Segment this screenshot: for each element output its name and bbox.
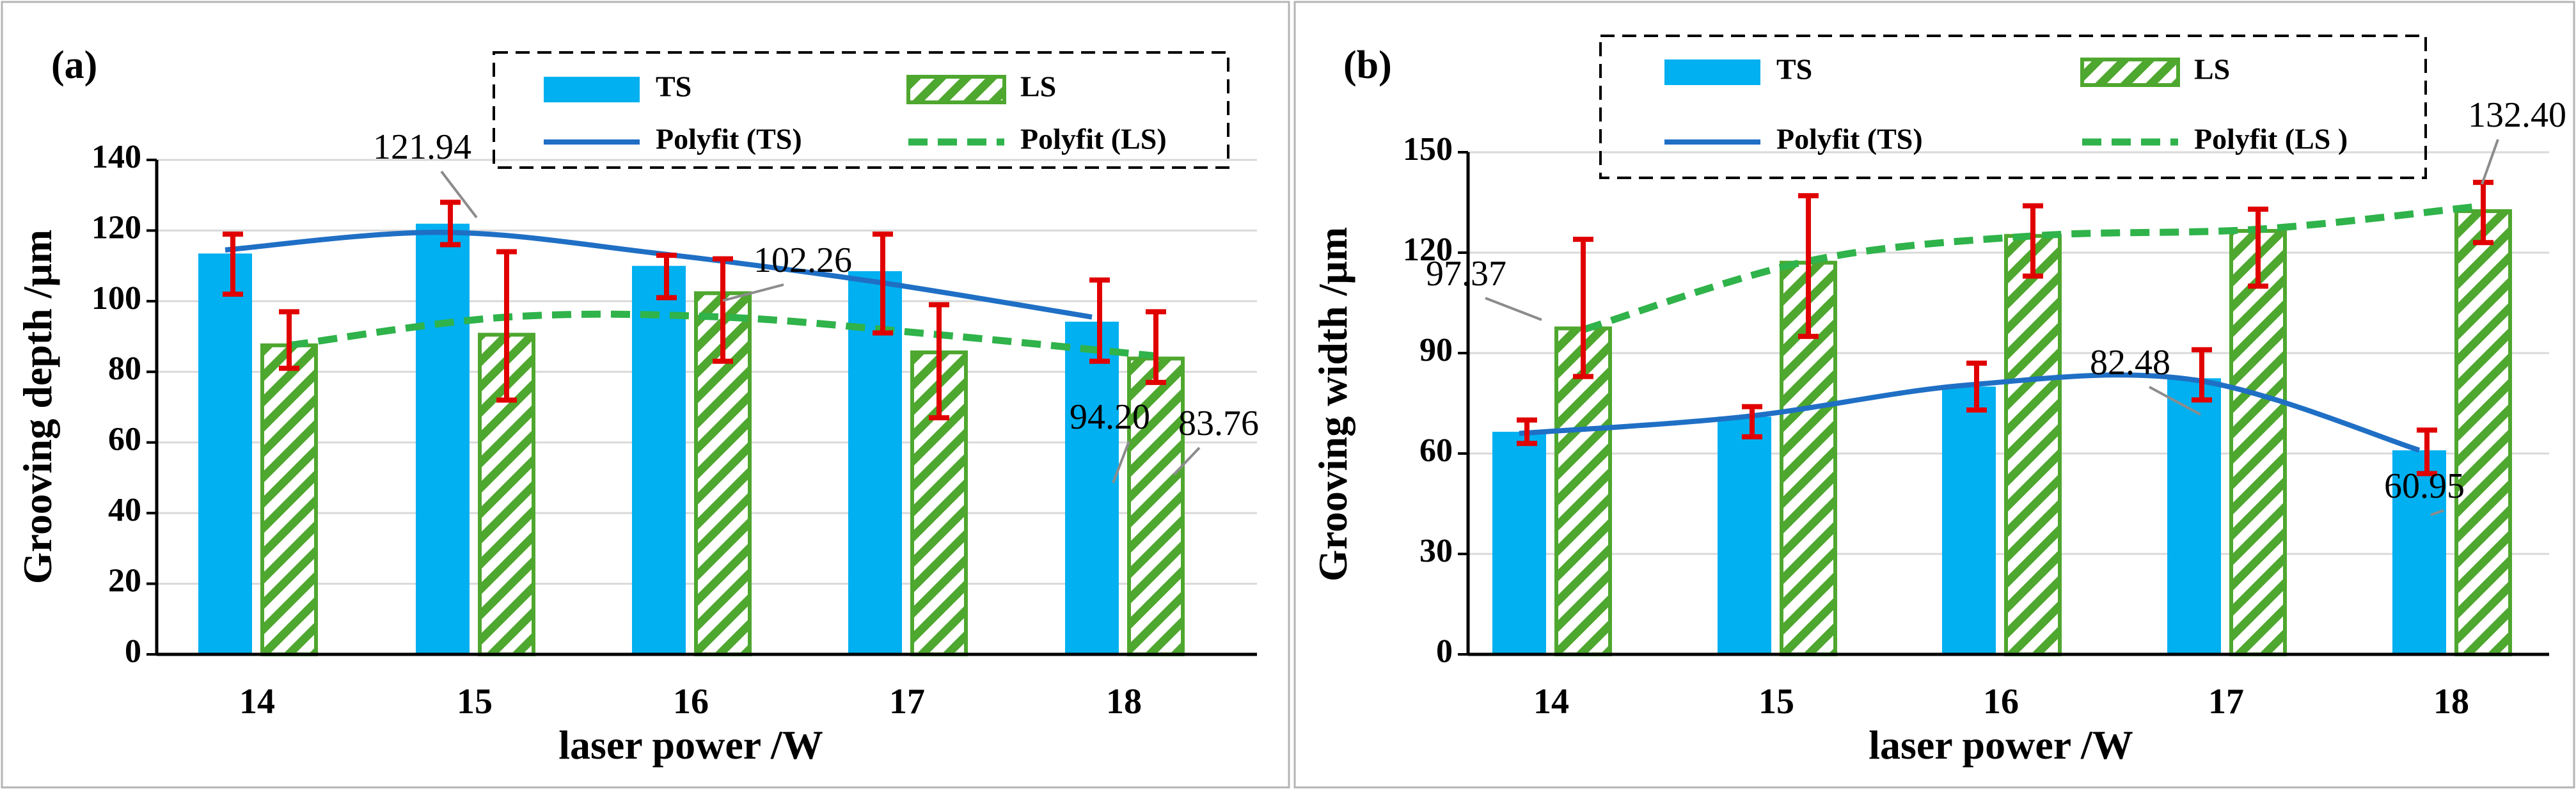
error-bar (929, 302, 949, 421)
error-bar (440, 200, 461, 248)
x-tick-label: 16 (673, 682, 709, 722)
data-label: 121.94 (373, 127, 471, 167)
annotation-leader (2430, 509, 2444, 516)
error-bar (656, 253, 677, 301)
legend-label: LS (2194, 53, 2230, 86)
y-tick-label: 0 (125, 633, 141, 670)
annotation-leader (2481, 139, 2499, 185)
data-label: 132.40 (2468, 95, 2566, 135)
error-bar (2023, 203, 2043, 279)
annotation-leader (1173, 446, 1201, 476)
y-tick-label: 100 (91, 280, 141, 317)
x-tick-label: 17 (889, 682, 925, 722)
x-tick-label: 17 (2208, 682, 2244, 722)
y-tick-label: 40 (108, 492, 141, 528)
legend-label: Polyfit (TS) (1776, 123, 1923, 155)
y-tick-label: 60 (1419, 432, 1453, 469)
annotation-leader (722, 283, 784, 302)
error-bar (223, 231, 243, 297)
y-axis-title: Grooving width /μm (1310, 227, 1355, 581)
bar-ls (2229, 228, 2287, 656)
error-bar (1517, 417, 1537, 446)
data-label: 94.20 (1070, 397, 1150, 437)
legend-box (1599, 35, 2427, 179)
error-bar (1089, 277, 1110, 364)
x-tick-label: 14 (1533, 682, 1569, 722)
annotation-leader (1112, 441, 1130, 484)
x-axis-title: laser power /W (1869, 722, 2133, 768)
y-tick-label: 80 (108, 351, 141, 387)
error-bar (279, 309, 299, 371)
bar-ts (1492, 431, 1546, 654)
annotation-leader (2149, 386, 2201, 416)
bar-ts (632, 265, 686, 655)
bar-ls (2454, 209, 2512, 656)
y-tick-label: 90 (1419, 332, 1453, 368)
annotation-leader (1485, 297, 1542, 321)
y-axis-title: Grooving depth /μm (15, 230, 60, 584)
x-tick-label: 14 (239, 682, 275, 722)
error-bar (2248, 206, 2268, 289)
legend-box (493, 51, 1229, 169)
panel-b-border (1293, 1, 2575, 789)
x-axis-title: laser power /W (558, 722, 823, 768)
bar-ts (198, 253, 252, 654)
y-tick-label: 150 (1403, 131, 1453, 168)
bar-ts (1942, 386, 1996, 654)
error-bar (1146, 309, 1166, 385)
error-bar (1573, 237, 1593, 379)
fit-ts-curve (1519, 372, 2421, 453)
error-bar (1798, 193, 1819, 339)
error-bar (873, 231, 893, 336)
legend-swatch-ls (906, 75, 1006, 104)
legend-label: Polyfit (LS ) (2194, 123, 2348, 155)
y-tick-label: 20 (108, 563, 141, 599)
x-tick-label: 16 (1983, 682, 2019, 722)
bar-ls (260, 343, 318, 656)
panel-a: 0 20 40 60 80 100 120 140 14 15 16 17 18 laser power … (15, 43, 1259, 768)
panel-label: (a) (51, 43, 97, 87)
y-tick-label: 120 (91, 209, 141, 246)
panel-a-border (1, 1, 1290, 789)
error-bar (496, 249, 517, 403)
data-label: 102.26 (754, 241, 852, 280)
bar-ts (2392, 450, 2446, 654)
bar-ts (416, 223, 470, 654)
legend-label: LS (1020, 70, 1056, 103)
legend-swatch-ts (544, 77, 640, 102)
legend-label: TS (656, 70, 691, 103)
error-bar (2192, 347, 2212, 403)
data-label: 82.48 (2090, 343, 2170, 383)
error-bar (1966, 360, 1987, 413)
panel-b: 0 30 60 90 120 150 14 15 16 17 18 laser power /W Gro… (1310, 35, 2566, 768)
y-tick-label: 140 (91, 139, 141, 175)
legend-label: TS (1776, 53, 1812, 86)
x-tick-label: 18 (1106, 682, 1142, 722)
data-label: 60.95 (2384, 466, 2465, 506)
x-tick-label: 15 (1758, 682, 1794, 722)
legend-swatch-ts (1664, 59, 1760, 85)
annotation-leader (440, 170, 478, 219)
y-tick-label: 0 (1436, 633, 1453, 670)
bar-ts (1065, 321, 1119, 654)
bar-ts (1718, 416, 1771, 654)
x-tick-label: 18 (2433, 682, 2469, 722)
data-label: 97.37 (1426, 254, 1506, 294)
y-tick-label: 60 (108, 422, 141, 458)
panel-label: (b) (1343, 43, 1392, 87)
legend-label: Polyfit (TS) (656, 123, 802, 155)
bar-ts (2167, 378, 2221, 654)
data-label: 83.76 (1178, 404, 1259, 443)
y-tick-label: 120 (1403, 232, 1453, 268)
legend-swatch-ls (2080, 58, 2180, 87)
error-bar (713, 256, 733, 364)
error-bar (1742, 404, 1762, 439)
x-tick-label: 15 (457, 682, 493, 722)
error-bar (2417, 427, 2437, 477)
legend-label: Polyfit (LS) (1020, 123, 1167, 155)
y-tick-label: 30 (1419, 533, 1453, 569)
bar-ls (2004, 233, 2062, 657)
